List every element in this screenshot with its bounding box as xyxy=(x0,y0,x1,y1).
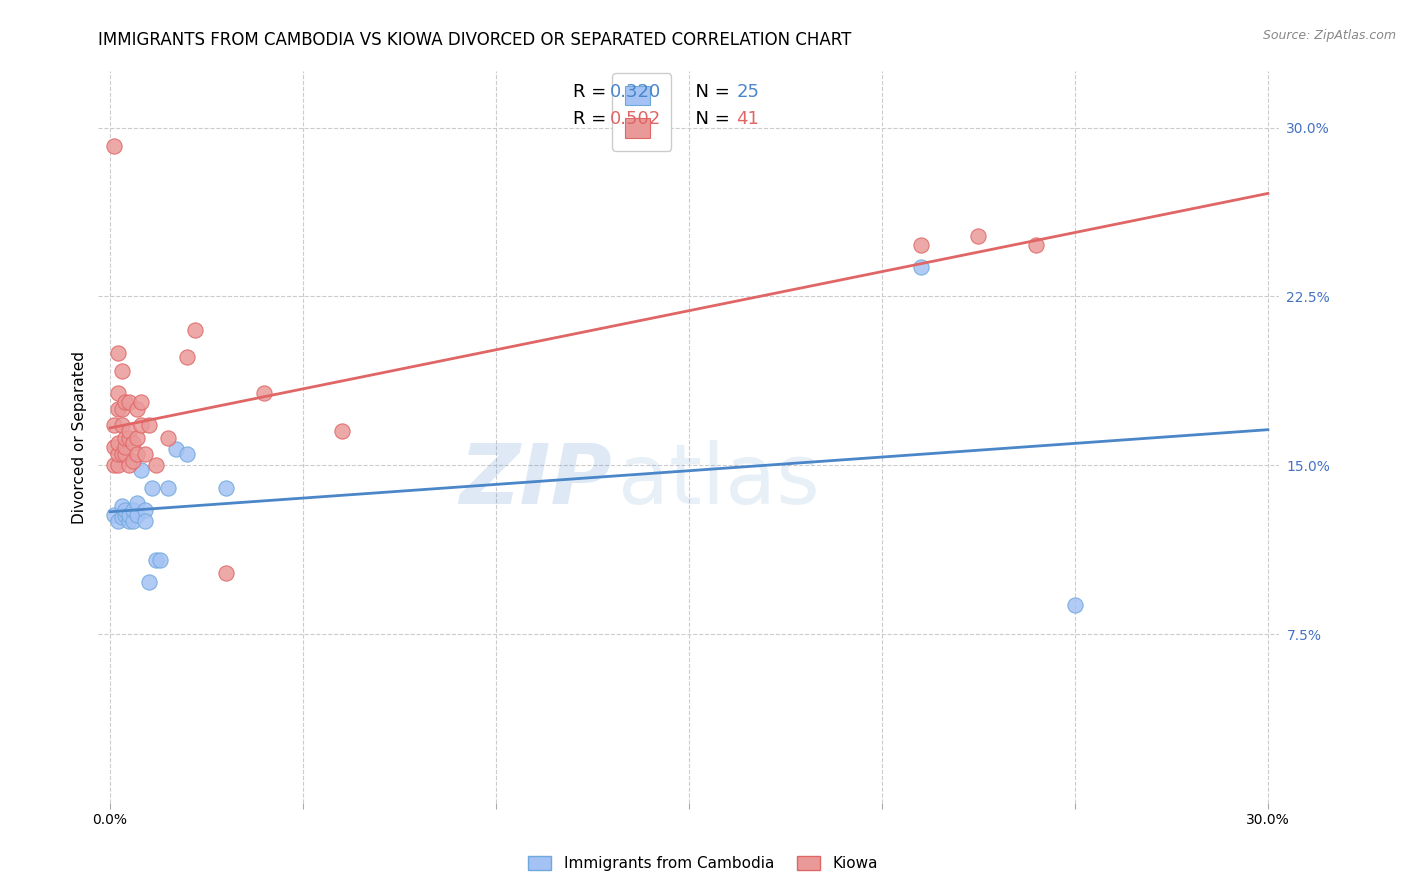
Point xyxy=(114,395,136,409)
Point xyxy=(110,447,132,461)
Point xyxy=(103,417,125,432)
Point xyxy=(134,447,156,461)
Legend: Immigrants from Cambodia, Kiowa: Immigrants from Cambodia, Kiowa xyxy=(523,850,883,877)
Point xyxy=(156,481,179,495)
Point xyxy=(118,431,141,445)
Point xyxy=(149,553,172,567)
Point xyxy=(110,499,132,513)
Text: 0.320: 0.320 xyxy=(610,83,661,101)
Point xyxy=(125,496,148,510)
Point xyxy=(165,442,187,457)
Point xyxy=(910,260,932,275)
Point xyxy=(110,417,132,432)
Point xyxy=(103,440,125,454)
Point xyxy=(1064,598,1087,612)
Text: 25: 25 xyxy=(737,83,759,101)
Text: ZIP: ZIP xyxy=(460,441,612,522)
Text: 41: 41 xyxy=(737,110,759,128)
Point xyxy=(910,237,932,252)
Point xyxy=(118,458,141,473)
Point xyxy=(215,566,238,581)
Point xyxy=(122,453,145,467)
Point xyxy=(107,435,129,450)
Point xyxy=(103,508,125,522)
Point xyxy=(107,386,129,401)
Point xyxy=(125,447,148,461)
Point xyxy=(184,323,207,337)
Text: atlas: atlas xyxy=(619,441,820,522)
Point xyxy=(114,447,136,461)
Point xyxy=(114,503,136,517)
Point xyxy=(118,425,141,439)
Point xyxy=(967,228,990,243)
Point xyxy=(103,458,125,473)
Text: R =: R = xyxy=(574,110,612,128)
Point xyxy=(107,515,129,529)
Point xyxy=(107,447,129,461)
Point xyxy=(122,435,145,450)
Text: Source: ZipAtlas.com: Source: ZipAtlas.com xyxy=(1263,29,1396,42)
Point xyxy=(129,463,152,477)
Point xyxy=(156,431,179,445)
Legend: , : , xyxy=(612,73,672,151)
Point xyxy=(122,503,145,517)
Point xyxy=(138,417,160,432)
Point xyxy=(114,431,136,445)
Point xyxy=(138,575,160,590)
Text: N =: N = xyxy=(685,110,735,128)
Point xyxy=(122,515,145,529)
Point xyxy=(134,515,156,529)
Text: R =: R = xyxy=(574,83,612,101)
Point xyxy=(125,401,148,416)
Point xyxy=(215,481,238,495)
Point xyxy=(107,458,129,473)
Y-axis label: Divorced or Separated: Divorced or Separated xyxy=(72,351,87,524)
Point xyxy=(125,431,148,445)
Point xyxy=(118,508,141,522)
Point xyxy=(141,481,163,495)
Text: N =: N = xyxy=(685,83,735,101)
Point xyxy=(118,395,141,409)
Point xyxy=(145,553,167,567)
Point xyxy=(176,350,198,364)
Text: 0.502: 0.502 xyxy=(610,110,661,128)
Point xyxy=(1025,237,1047,252)
Point xyxy=(114,440,136,454)
Text: IMMIGRANTS FROM CAMBODIA VS KIOWA DIVORCED OR SEPARATED CORRELATION CHART: IMMIGRANTS FROM CAMBODIA VS KIOWA DIVORC… xyxy=(98,31,852,49)
Point xyxy=(134,503,156,517)
Point xyxy=(253,386,276,401)
Point xyxy=(145,458,167,473)
Point xyxy=(110,364,132,378)
Point xyxy=(118,515,141,529)
Point xyxy=(129,417,152,432)
Point xyxy=(176,447,198,461)
Point xyxy=(110,401,132,416)
Point xyxy=(114,508,136,522)
Point xyxy=(103,138,125,153)
Point xyxy=(107,401,129,416)
Point xyxy=(330,425,353,439)
Point xyxy=(125,508,148,522)
Point xyxy=(110,510,132,524)
Point xyxy=(129,395,152,409)
Point xyxy=(107,345,129,359)
